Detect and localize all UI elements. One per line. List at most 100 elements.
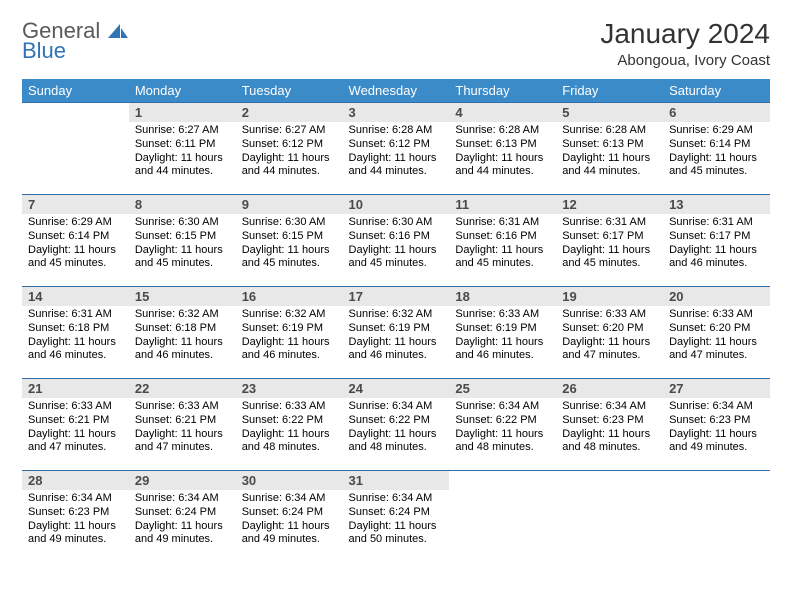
calendar-cell: 27Sunrise: 6:34 AMSunset: 6:23 PMDayligh… [663,379,770,471]
brand-sail-icon [108,20,128,42]
calendar-cell: 17Sunrise: 6:32 AMSunset: 6:19 PMDayligh… [343,287,450,379]
day-number: 25 [449,379,556,398]
day-number: 3 [343,103,450,122]
day-details: Sunrise: 6:33 AMSunset: 6:21 PMDaylight:… [129,398,236,459]
calendar-cell: 8Sunrise: 6:30 AMSunset: 6:15 PMDaylight… [129,195,236,287]
day-details: Sunrise: 6:33 AMSunset: 6:20 PMDaylight:… [556,306,663,367]
day-number: 4 [449,103,556,122]
day-details: Sunrise: 6:28 AMSunset: 6:13 PMDaylight:… [449,122,556,183]
sunset-text: Sunset: 6:13 PM [455,138,550,152]
sunset-text: Sunset: 6:22 PM [242,414,337,428]
daylight-text: Daylight: 11 hours and 46 minutes. [135,336,230,364]
daylight-text: Daylight: 11 hours and 47 minutes. [669,336,764,364]
day-number: 15 [129,287,236,306]
calendar-cell: 12Sunrise: 6:31 AMSunset: 6:17 PMDayligh… [556,195,663,287]
day-number: 24 [343,379,450,398]
sunrise-text: Sunrise: 6:27 AM [135,124,230,138]
sunrise-text: Sunrise: 6:31 AM [562,216,657,230]
calendar-week-row: 14Sunrise: 6:31 AMSunset: 6:18 PMDayligh… [22,287,770,379]
sunset-text: Sunset: 6:20 PM [669,322,764,336]
daylight-text: Daylight: 11 hours and 47 minutes. [28,428,123,456]
day-details: Sunrise: 6:33 AMSunset: 6:21 PMDaylight:… [22,398,129,459]
sunrise-text: Sunrise: 6:31 AM [28,308,123,322]
daylight-text: Daylight: 11 hours and 46 minutes. [349,336,444,364]
day-details: Sunrise: 6:34 AMSunset: 6:23 PMDaylight:… [663,398,770,459]
sunset-text: Sunset: 6:16 PM [455,230,550,244]
day-number: 21 [22,379,129,398]
daylight-text: Daylight: 11 hours and 45 minutes. [562,244,657,272]
sunrise-text: Sunrise: 6:28 AM [349,124,444,138]
sunset-text: Sunset: 6:23 PM [562,414,657,428]
day-details: Sunrise: 6:34 AMSunset: 6:23 PMDaylight:… [556,398,663,459]
day-details: Sunrise: 6:31 AMSunset: 6:18 PMDaylight:… [22,306,129,367]
day-details: Sunrise: 6:29 AMSunset: 6:14 PMDaylight:… [22,214,129,275]
sunrise-text: Sunrise: 6:34 AM [349,400,444,414]
sunrise-text: Sunrise: 6:30 AM [135,216,230,230]
day-details: Sunrise: 6:34 AMSunset: 6:22 PMDaylight:… [343,398,450,459]
calendar-cell: 28Sunrise: 6:34 AMSunset: 6:23 PMDayligh… [22,471,129,563]
brand-logo: General Blue [22,18,128,62]
day-number: 9 [236,195,343,214]
sunset-text: Sunset: 6:24 PM [135,506,230,520]
calendar-cell: 11Sunrise: 6:31 AMSunset: 6:16 PMDayligh… [449,195,556,287]
day-details: Sunrise: 6:34 AMSunset: 6:22 PMDaylight:… [449,398,556,459]
title-block: January 2024 Abongoua, Ivory Coast [600,18,770,69]
day-details: Sunrise: 6:31 AMSunset: 6:17 PMDaylight:… [556,214,663,275]
day-details: Sunrise: 6:32 AMSunset: 6:18 PMDaylight:… [129,306,236,367]
sunrise-text: Sunrise: 6:33 AM [242,400,337,414]
sunrise-text: Sunrise: 6:32 AM [349,308,444,322]
location-subtitle: Abongoua, Ivory Coast [600,52,770,69]
day-details: Sunrise: 6:29 AMSunset: 6:14 PMDaylight:… [663,122,770,183]
daylight-text: Daylight: 11 hours and 48 minutes. [349,428,444,456]
calendar-cell: 5Sunrise: 6:28 AMSunset: 6:13 PMDaylight… [556,103,663,195]
sunrise-text: Sunrise: 6:34 AM [242,492,337,506]
daylight-text: Daylight: 11 hours and 45 minutes. [135,244,230,272]
sunset-text: Sunset: 6:21 PM [28,414,123,428]
sunrise-text: Sunrise: 6:33 AM [28,400,123,414]
day-number: 23 [236,379,343,398]
sunset-text: Sunset: 6:21 PM [135,414,230,428]
daylight-text: Daylight: 11 hours and 44 minutes. [242,152,337,180]
daylight-text: Daylight: 11 hours and 44 minutes. [562,152,657,180]
weekday-header: Friday [556,79,663,103]
day-number: 12 [556,195,663,214]
day-details: Sunrise: 6:28 AMSunset: 6:12 PMDaylight:… [343,122,450,183]
calendar-cell: 30Sunrise: 6:34 AMSunset: 6:24 PMDayligh… [236,471,343,563]
daylight-text: Daylight: 11 hours and 49 minutes. [669,428,764,456]
calendar-header-row: SundayMondayTuesdayWednesdayThursdayFrid… [22,79,770,103]
calendar-cell: 19Sunrise: 6:33 AMSunset: 6:20 PMDayligh… [556,287,663,379]
brand-word-2: Blue [22,40,128,62]
day-number: 1 [129,103,236,122]
sunset-text: Sunset: 6:18 PM [28,322,123,336]
calendar-cell: 24Sunrise: 6:34 AMSunset: 6:22 PMDayligh… [343,379,450,471]
calendar-cell: 15Sunrise: 6:32 AMSunset: 6:18 PMDayligh… [129,287,236,379]
sunset-text: Sunset: 6:19 PM [349,322,444,336]
day-details: Sunrise: 6:30 AMSunset: 6:15 PMDaylight:… [129,214,236,275]
sunset-text: Sunset: 6:19 PM [455,322,550,336]
sunrise-text: Sunrise: 6:30 AM [242,216,337,230]
calendar-week-row: 28Sunrise: 6:34 AMSunset: 6:23 PMDayligh… [22,471,770,563]
sunrise-text: Sunrise: 6:27 AM [242,124,337,138]
weekday-header: Thursday [449,79,556,103]
weekday-header: Wednesday [343,79,450,103]
calendar-cell: 1Sunrise: 6:27 AMSunset: 6:11 PMDaylight… [129,103,236,195]
sunrise-text: Sunrise: 6:34 AM [28,492,123,506]
sunset-text: Sunset: 6:12 PM [349,138,444,152]
sunset-text: Sunset: 6:15 PM [135,230,230,244]
day-details: Sunrise: 6:33 AMSunset: 6:20 PMDaylight:… [663,306,770,367]
sunset-text: Sunset: 6:16 PM [349,230,444,244]
sunset-text: Sunset: 6:14 PM [669,138,764,152]
daylight-text: Daylight: 11 hours and 46 minutes. [28,336,123,364]
daylight-text: Daylight: 11 hours and 46 minutes. [669,244,764,272]
calendar-week-row: 21Sunrise: 6:33 AMSunset: 6:21 PMDayligh… [22,379,770,471]
daylight-text: Daylight: 11 hours and 47 minutes. [135,428,230,456]
day-number: 16 [236,287,343,306]
sunset-text: Sunset: 6:20 PM [562,322,657,336]
daylight-text: Daylight: 11 hours and 46 minutes. [455,336,550,364]
day-number: 30 [236,471,343,490]
calendar-table: SundayMondayTuesdayWednesdayThursdayFrid… [22,79,770,563]
calendar-cell [449,471,556,563]
day-number: 20 [663,287,770,306]
sunrise-text: Sunrise: 6:31 AM [455,216,550,230]
calendar-cell [663,471,770,563]
